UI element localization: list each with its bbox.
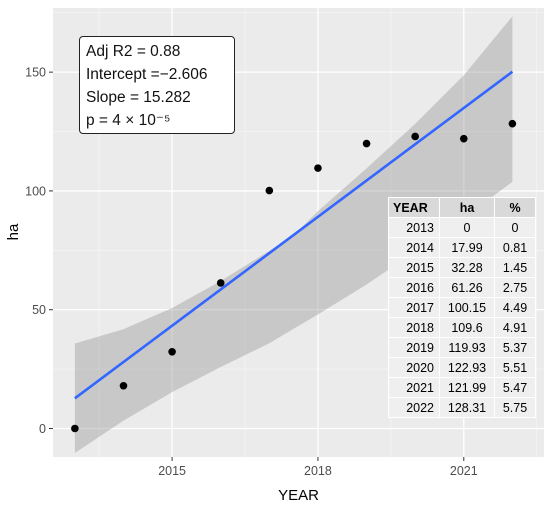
y-axis-ticks: 0 50 100 150 <box>25 66 53 436</box>
x-axis-label: YEAR <box>278 487 319 504</box>
x-tick-label: 2021 <box>450 464 478 478</box>
data-point <box>314 164 322 172</box>
adj-r2-label: Adj R2 = 0.88 <box>86 43 181 60</box>
table-cell: 2022 <box>389 398 439 417</box>
table-row: 2014 17.99 0.81 <box>389 238 535 257</box>
table-cell: 4.91 <box>495 318 535 337</box>
table-row: 2017 100.15 4.49 <box>389 298 535 317</box>
column-header-year: YEAR <box>389 198 439 217</box>
table-row: 2021 121.99 5.47 <box>389 378 535 397</box>
data-points <box>71 119 517 433</box>
table-cell: 109.6 <box>440 318 494 337</box>
table-cell: 0.81 <box>495 238 535 257</box>
x-axis-ticks: 2015 2018 2021 <box>158 457 478 478</box>
table-row: 2019 119.93 5.37 <box>389 338 535 357</box>
data-point <box>411 132 419 141</box>
table-cell: 2018 <box>389 318 439 337</box>
regression-stats-box: Adj R2 = 0.88 Intercept =−2.606 Slope = … <box>79 36 235 134</box>
table-row: 2022 128.31 5.75 <box>389 398 535 417</box>
table-cell: 5.75 <box>495 398 535 417</box>
table-cell: 1.45 <box>495 258 535 277</box>
table-cell: 2013 <box>389 218 439 237</box>
table-cell: 121.99 <box>440 378 494 397</box>
table-cell: 61.26 <box>440 278 494 297</box>
data-point <box>362 139 371 148</box>
y-tick-label: 150 <box>25 66 46 80</box>
table-cell: 2015 <box>389 258 439 277</box>
data-table: YEAR ha % 2013 0 0 2014 17.99 0.81 2015 … <box>388 197 536 418</box>
table-cell: 2020 <box>389 358 439 377</box>
x-tick-label: 2018 <box>304 464 332 478</box>
data-point <box>459 134 468 143</box>
table-cell: 0 <box>495 218 535 237</box>
table-cell: 32.28 <box>440 258 494 277</box>
y-tick-label: 0 <box>39 422 46 436</box>
table-cell: 100.15 <box>440 298 494 317</box>
table-cell: 2017 <box>389 298 439 317</box>
regression-line <box>74 70 514 400</box>
p-value-label: p = 4 × 10⁻⁵ <box>86 112 171 129</box>
table-row: 2015 32.28 1.45 <box>389 258 535 277</box>
slope-label: Slope = 15.282 <box>86 89 191 106</box>
table-cell: 5.51 <box>495 358 535 377</box>
data-point <box>508 119 517 128</box>
data-point <box>265 186 274 195</box>
table-cell: 5.47 <box>495 378 535 397</box>
table-header-row: YEAR ha % <box>389 198 535 217</box>
table-cell: 17.99 <box>440 238 494 257</box>
data-point <box>71 424 79 433</box>
table-cell: 2.75 <box>495 278 535 297</box>
table-cell: 128.31 <box>440 398 494 417</box>
column-header-ha: ha <box>440 198 494 217</box>
confidence-band <box>74 16 513 453</box>
x-tick-label: 2015 <box>158 464 186 478</box>
data-point <box>119 381 128 390</box>
data-point <box>168 348 176 356</box>
table-cell: 2019 <box>389 338 439 357</box>
table-row: 2013 0 0 <box>389 218 535 237</box>
table-cell: 0 <box>440 218 494 237</box>
intercept-label: Intercept =−2.606 <box>86 66 208 83</box>
table-cell: 2016 <box>389 278 439 297</box>
table-row: 2020 122.93 5.51 <box>389 358 535 377</box>
table-row: 2016 61.26 2.75 <box>389 278 535 297</box>
table-cell: 2021 <box>389 378 439 397</box>
y-axis-label: ha <box>5 223 22 240</box>
table-row: 2018 109.6 4.91 <box>389 318 535 337</box>
table-cell: 2014 <box>389 238 439 257</box>
table-cell: 122.93 <box>440 358 494 377</box>
y-tick-label: 50 <box>32 303 46 317</box>
column-header-percent: % <box>495 198 535 217</box>
table-cell: 5.37 <box>495 338 535 357</box>
table-cell: 119.93 <box>440 338 494 357</box>
y-tick-label: 100 <box>25 184 46 198</box>
data-point <box>216 279 225 287</box>
table-cell: 4.49 <box>495 298 535 317</box>
